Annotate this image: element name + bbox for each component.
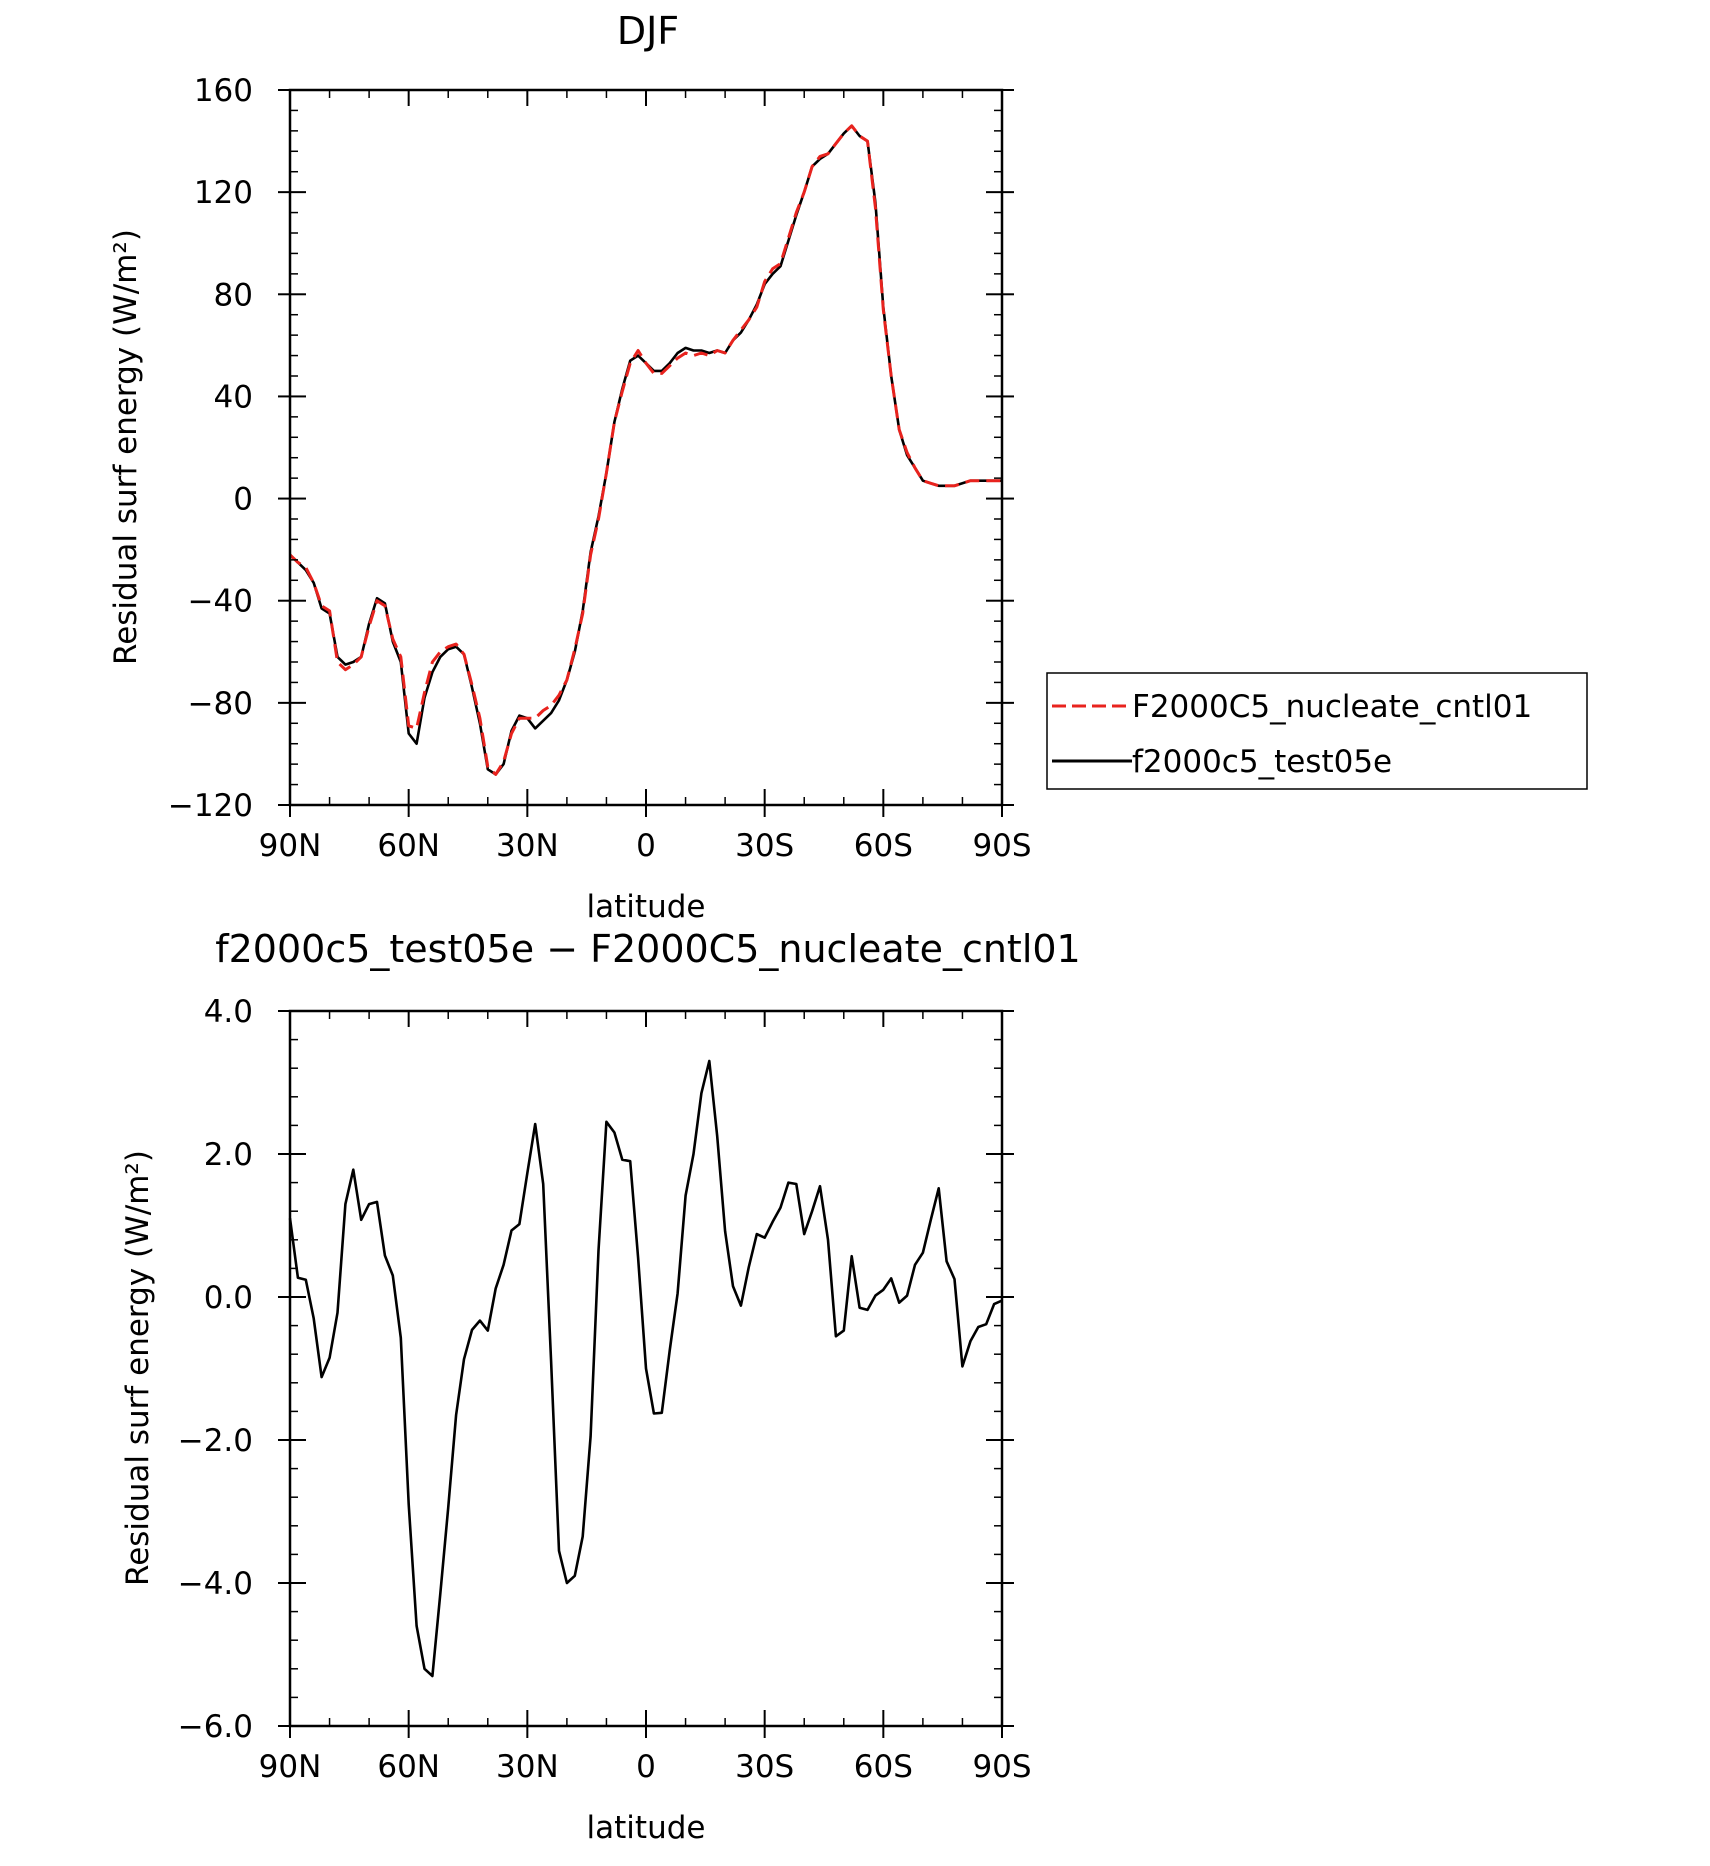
x-tick-label: 30N [496, 1749, 559, 1785]
y-tick-label: −80 [188, 686, 253, 722]
series-line-f2000c5-nucleate-cntl01 [288, 124, 1002, 776]
x-tick-label: 0 [636, 828, 656, 864]
y-tick-label: −2.0 [178, 1423, 253, 1459]
top-y-axis-label: Residual surf energy (W/m²) [108, 229, 144, 665]
bottom-panel: f2000c5_test05e − F2000C5_nucleate_cntl0… [120, 927, 1081, 1846]
x-tick-label: 60S [854, 1749, 913, 1785]
y-tick-label: 2.0 [204, 1137, 253, 1173]
bottom-x-axis-label: latitude [587, 1810, 706, 1846]
y-tick-label: 120 [194, 175, 253, 211]
x-tick-label: 60N [377, 828, 440, 864]
x-tick-label: 30S [735, 1749, 794, 1785]
y-tick-label: 0.0 [204, 1280, 253, 1316]
series-line-f2000c5-test05e [289, 124, 1002, 776]
x-tick-label: 60N [377, 1749, 440, 1785]
top-panel: DJF 90N 60N 30N 0 30S 60S 90S 160 120 80 40 0 −40 −80… [108, 9, 1588, 925]
x-tick-label: 30N [496, 828, 559, 864]
legend-label-cntl01: F2000C5_nucleate_cntl01 [1132, 689, 1532, 725]
y-tick-label: 80 [214, 277, 253, 313]
x-tick-label: 30S [735, 828, 794, 864]
y-tick-label: 0 [233, 482, 253, 518]
y-tick-label: −6.0 [178, 1709, 253, 1745]
y-tick-label: 4.0 [204, 994, 253, 1030]
y-tick-label: 160 [194, 73, 253, 109]
x-tick-label: 90S [972, 828, 1031, 864]
y-tick-label: 40 [214, 379, 253, 415]
x-tick-label: 0 [636, 1749, 656, 1785]
legend: F2000C5_nucleate_cntl01 f2000c5_test05e [1046, 672, 1588, 790]
series-line-difference [288, 1059, 1003, 1678]
top-chart-title: DJF [617, 9, 679, 53]
y-tick-label: −40 [188, 584, 253, 620]
x-tick-label: 60S [854, 828, 913, 864]
legend-box [1046, 672, 1588, 790]
x-tick-label: 90N [259, 828, 322, 864]
bottom-y-axis-label: Residual surf energy (W/m²) [120, 1150, 156, 1586]
y-tick-label: −120 [168, 788, 253, 824]
bottom-chart-title: f2000c5_test05e − F2000C5_nucleate_cntl0… [215, 927, 1080, 971]
legend-label-test05e: f2000c5_test05e [1132, 744, 1392, 780]
x-tick-label: 90N [259, 1749, 322, 1785]
x-tick-label: 90S [972, 1749, 1031, 1785]
top-plot-frame [288, 88, 1004, 807]
top-x-axis-label: latitude [587, 889, 706, 925]
y-tick-label: −4.0 [178, 1566, 253, 1602]
